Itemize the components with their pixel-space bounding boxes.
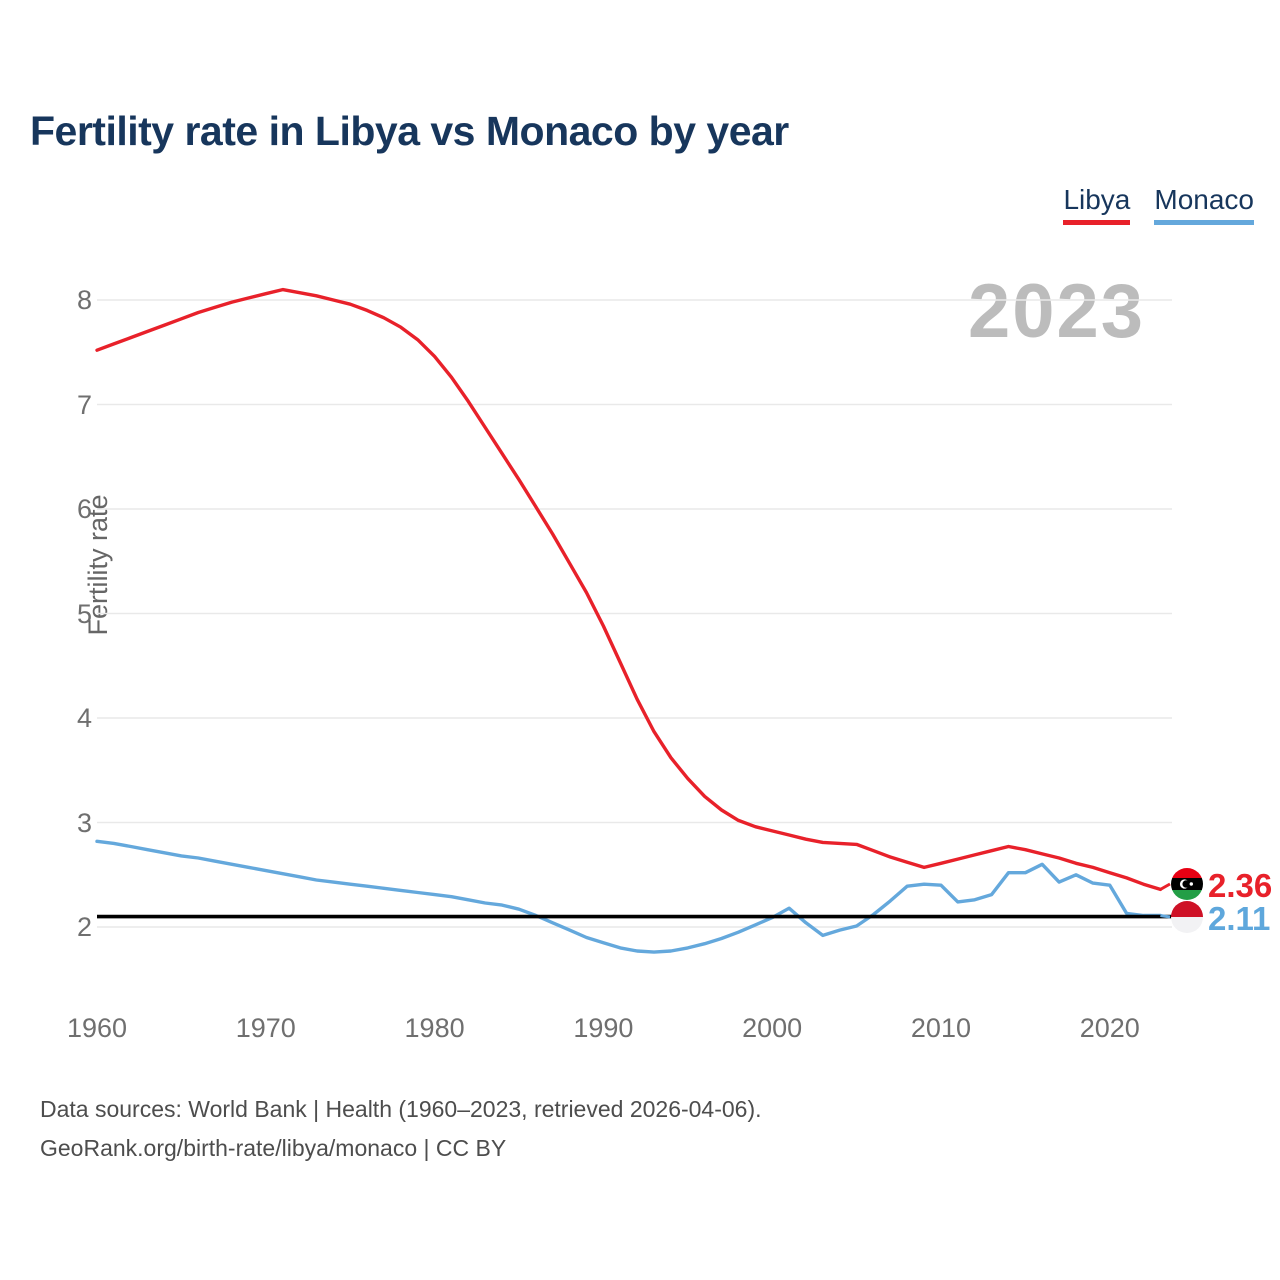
x-tick-label-1980: 1980 [404, 1013, 465, 1043]
x-tick-label-2000: 2000 [742, 1013, 803, 1043]
y-tick-label-4: 4 [76, 703, 92, 733]
footer-sources-line: Data sources: World Bank | Health (1960–… [40, 1096, 762, 1122]
y-tick-label-8: 8 [76, 285, 92, 315]
x-tick-label-1960: 1960 [66, 1013, 128, 1043]
monaco-end-value-label: 2.11 [1208, 900, 1271, 937]
libya-flag-star [1189, 882, 1194, 886]
page-title: Fertility rate in Libya vs Monaco by yea… [30, 108, 789, 154]
y-tick-label-7: 7 [76, 389, 92, 420]
monaco-flag-red-half [1171, 901, 1203, 917]
x-tick-label-2010: 2010 [910, 1013, 971, 1043]
x-tick-label-2020: 2020 [1079, 1013, 1140, 1043]
chart-legend: Libya Monaco [1063, 184, 1254, 225]
legend-label-libya: Libya [1063, 184, 1131, 215]
monaco-line [95, 839, 1163, 954]
y-tick-label-5: 5 [76, 598, 92, 629]
monaco-flag-white-half [1171, 917, 1203, 933]
legend-item-monaco[interactable]: Monaco [1154, 184, 1254, 225]
year-watermark: 2023 [968, 269, 1146, 354]
y-tick-label-2: 2 [76, 912, 92, 942]
y-tick-label-3: 3 [76, 807, 92, 838]
libya-flag-green-band [1171, 890, 1203, 900]
libya-end-value-label: 2.36 [1208, 867, 1273, 904]
legend-color-bar-libya [1063, 220, 1131, 225]
libya-end-connector [1159, 882, 1171, 891]
monaco-end-connector [1160, 914, 1171, 919]
libya-flag-crescent-cut [1182, 880, 1190, 888]
y-tick-label-6: 6 [76, 494, 92, 524]
legend-color-bar-monaco [1154, 220, 1254, 225]
legend-item-libya[interactable]: Libya [1063, 184, 1131, 225]
x-tick-label-1990: 1990 [573, 1013, 634, 1043]
libya-flag-red-band [1171, 868, 1203, 878]
footer-attribution-line: GeoRank.org/birth-rate/libya/monaco | CC… [40, 1135, 507, 1161]
data-source-footer: Data sources: World Bank | Health (1960–… [40, 1090, 762, 1168]
libya-line [95, 287, 1163, 892]
x-tick-label-1970: 1970 [235, 1013, 296, 1043]
legend-label-monaco: Monaco [1154, 184, 1254, 215]
